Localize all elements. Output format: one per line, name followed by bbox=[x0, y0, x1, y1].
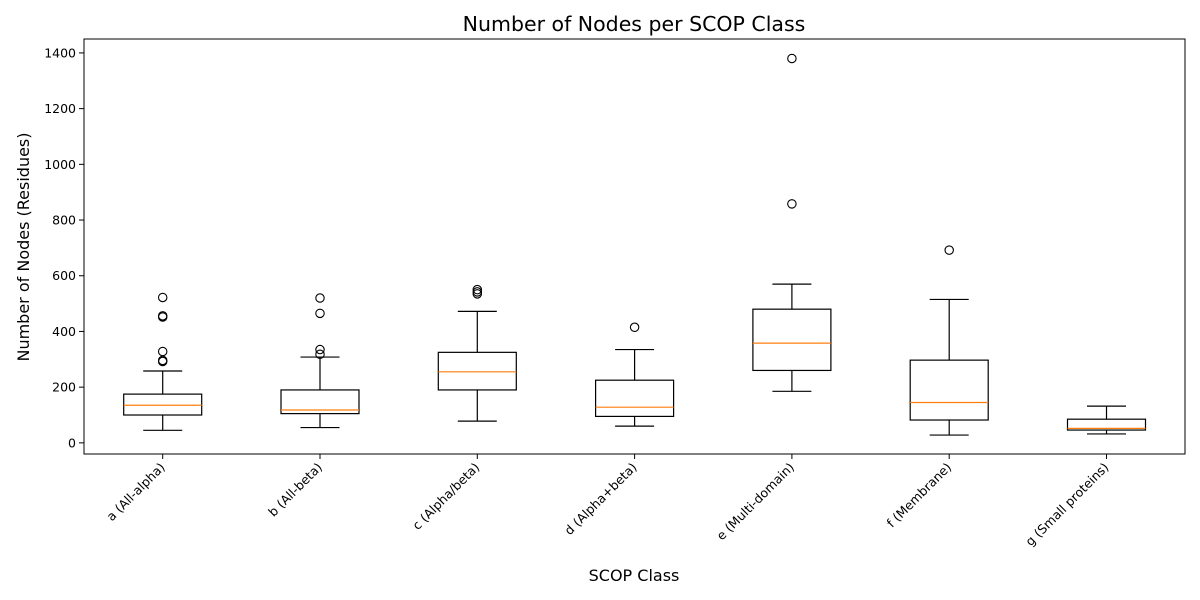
box-iqr bbox=[1066, 418, 1147, 431]
outlier-point bbox=[315, 293, 325, 303]
x-tick-label: e (Multi-domain) bbox=[713, 460, 797, 544]
box-group-1 bbox=[123, 292, 203, 431]
x-tick-label: f (Membrane) bbox=[884, 460, 955, 531]
box-group-4 bbox=[594, 322, 675, 427]
outlier-point bbox=[472, 284, 483, 295]
y-tick-label: 1400 bbox=[44, 45, 76, 60]
y-tick-label: 1200 bbox=[44, 101, 76, 116]
outlier-point bbox=[787, 53, 797, 64]
box-iqr bbox=[594, 379, 675, 417]
box-group-6 bbox=[909, 245, 989, 436]
x-tick-label: a (All-alpha) bbox=[103, 460, 167, 524]
chart-title: Number of Nodes per SCOP Class bbox=[463, 12, 806, 36]
outlier-point bbox=[787, 199, 797, 209]
outlier-point bbox=[315, 344, 325, 355]
outlier-point bbox=[157, 346, 168, 357]
y-tick-label: 600 bbox=[52, 268, 76, 283]
y-tick-label: 0 bbox=[68, 435, 76, 450]
outlier-point bbox=[629, 322, 640, 333]
outlier-point bbox=[157, 292, 168, 303]
y-tick-label: 400 bbox=[52, 324, 76, 339]
x-tick-label: c (Alpha/beta) bbox=[409, 460, 482, 533]
outlier-point bbox=[157, 311, 168, 321]
box-group-7 bbox=[1066, 405, 1147, 435]
box-group-2 bbox=[280, 293, 360, 429]
outlier-point bbox=[944, 245, 954, 255]
y-tick-label: 800 bbox=[52, 213, 76, 228]
x-tick-label: b (All-beta) bbox=[265, 460, 325, 520]
box-iqr bbox=[909, 359, 989, 421]
outlier-point bbox=[315, 349, 325, 360]
box-group-3 bbox=[437, 284, 517, 422]
box-iqr bbox=[123, 393, 203, 416]
outlier-point bbox=[472, 287, 483, 297]
box-group-5 bbox=[752, 53, 832, 392]
box-iqr bbox=[280, 389, 360, 415]
outlier-point bbox=[315, 308, 325, 319]
box-iqr bbox=[437, 351, 517, 391]
y-tick-label: 1000 bbox=[44, 157, 76, 172]
plot-area: 0 200 400 600 800 1000 1200 1400 a (All-alpha) b … bbox=[44, 38, 1186, 549]
box-iqr bbox=[752, 308, 832, 372]
y-axis-label: Number of Nodes (Residues) bbox=[14, 132, 33, 361]
plot-frame bbox=[83, 38, 1186, 455]
x-axis-label: SCOP Class bbox=[589, 566, 680, 585]
y-tick-label: 200 bbox=[52, 380, 76, 395]
x-tick-label: d (Alpha+beta) bbox=[561, 460, 639, 538]
x-tick-label: g (Small proteins) bbox=[1022, 460, 1111, 549]
